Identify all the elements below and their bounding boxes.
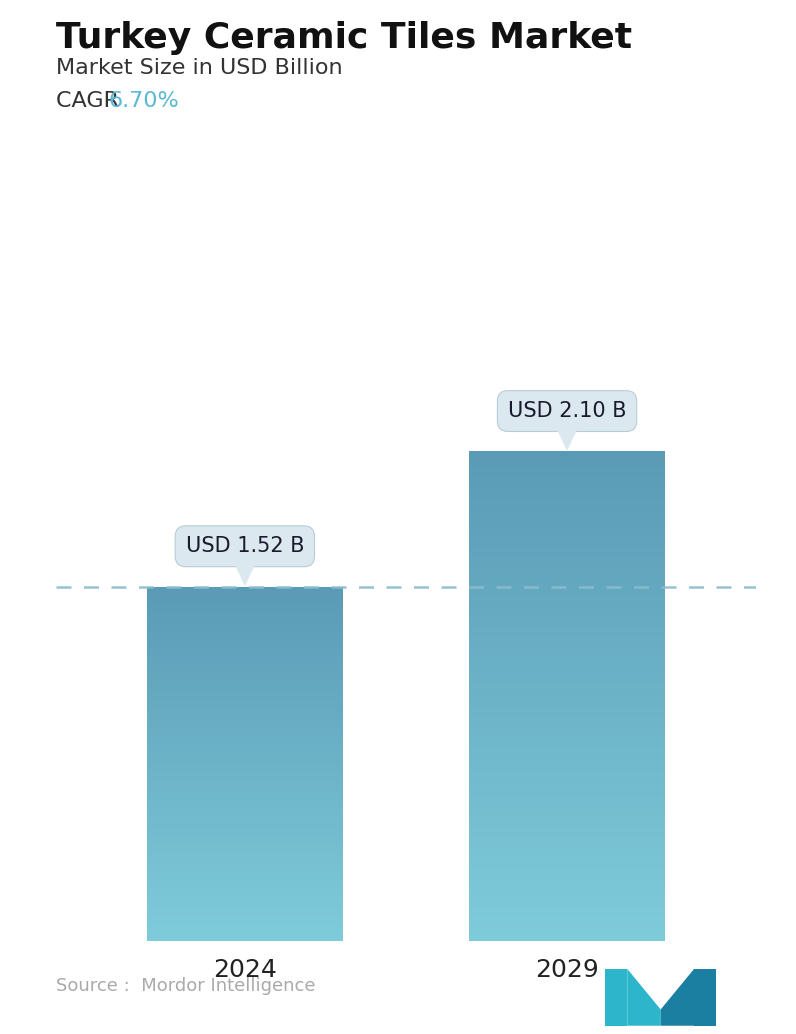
- Text: USD 1.52 B: USD 1.52 B: [185, 537, 304, 556]
- Polygon shape: [627, 969, 661, 1026]
- Text: CAGR: CAGR: [56, 91, 133, 111]
- Text: 6.70%: 6.70%: [108, 91, 179, 111]
- Polygon shape: [694, 969, 716, 1026]
- Text: Market Size in USD Billion: Market Size in USD Billion: [56, 58, 342, 78]
- Polygon shape: [555, 422, 579, 450]
- Polygon shape: [605, 969, 627, 1026]
- Text: USD 2.10 B: USD 2.10 B: [508, 401, 626, 421]
- Text: Source :  Mordor Intelligence: Source : Mordor Intelligence: [56, 977, 315, 995]
- Text: Turkey Ceramic Tiles Market: Turkey Ceramic Tiles Market: [56, 21, 632, 55]
- Polygon shape: [661, 969, 694, 1026]
- Polygon shape: [232, 557, 257, 585]
